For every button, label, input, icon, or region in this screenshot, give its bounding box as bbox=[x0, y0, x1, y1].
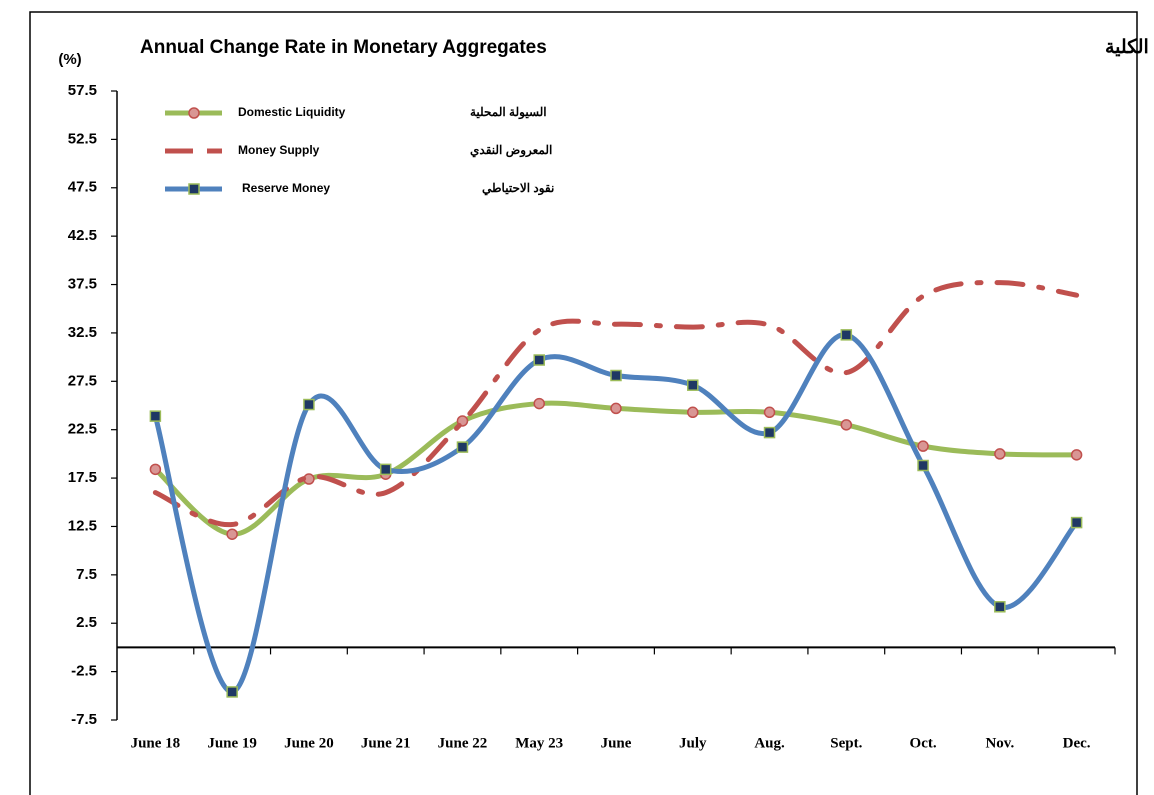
y-tick-label: 22.5 bbox=[68, 421, 97, 438]
marker bbox=[379, 463, 392, 476]
y-tick-label: 12.5 bbox=[68, 517, 97, 534]
y-tick-label: 42.5 bbox=[68, 227, 97, 244]
x-tick-label: June 19 bbox=[207, 735, 257, 751]
x-tick-label: June bbox=[601, 735, 632, 751]
y-tick-label: 32.5 bbox=[68, 324, 97, 341]
marker bbox=[994, 601, 1006, 613]
legend-marker bbox=[188, 183, 200, 195]
marker bbox=[149, 410, 162, 422]
y-tick-label: 17.5 bbox=[68, 469, 97, 486]
marker bbox=[1070, 516, 1083, 529]
marker bbox=[763, 406, 776, 419]
x-tick-label: June 20 bbox=[284, 735, 334, 751]
series-line bbox=[152, 400, 1080, 537]
x-tick-label: June 18 bbox=[131, 735, 181, 751]
legend-label: Reserve Money bbox=[242, 181, 330, 195]
series-line bbox=[152, 332, 1080, 695]
marker bbox=[226, 686, 238, 698]
marker bbox=[687, 406, 699, 419]
marker bbox=[533, 397, 545, 410]
legend-marker bbox=[188, 107, 200, 119]
marker bbox=[456, 441, 469, 453]
x-tick-label: June 21 bbox=[361, 735, 411, 751]
x-tick-label: Oct. bbox=[910, 735, 937, 751]
y-tick-label: 27.5 bbox=[68, 372, 97, 389]
x-tick-label: Nov. bbox=[985, 735, 1014, 751]
marker bbox=[917, 440, 929, 452]
y-tick-label: 57.5 bbox=[68, 82, 97, 99]
x-tick-label: June 22 bbox=[438, 735, 488, 751]
marker bbox=[763, 426, 776, 439]
y-tick-label: 2.5 bbox=[76, 614, 97, 631]
marker bbox=[303, 398, 315, 411]
x-tick-label: Dec. bbox=[1063, 735, 1091, 751]
marker bbox=[840, 329, 853, 341]
x-tick-label: July bbox=[679, 735, 707, 751]
marker bbox=[533, 354, 545, 366]
marker bbox=[994, 448, 1006, 460]
marker bbox=[226, 528, 238, 540]
marker bbox=[610, 369, 622, 382]
marker bbox=[840, 419, 853, 431]
marker bbox=[149, 463, 162, 476]
y-axis-label: (%) bbox=[58, 51, 81, 68]
y-tick-label: 37.5 bbox=[68, 276, 97, 293]
legend-label: Domestic Liquidity bbox=[238, 105, 346, 119]
x-tick-label: May 23 bbox=[515, 735, 563, 751]
marker bbox=[1070, 449, 1083, 461]
y-tick-label: 7.5 bbox=[76, 566, 97, 583]
marker bbox=[917, 459, 929, 472]
x-tick-label: Sept. bbox=[830, 735, 862, 751]
legend-label-ar: نقود الاحتياطي bbox=[482, 181, 554, 196]
marker bbox=[610, 402, 622, 415]
legend-label-ar: المعروض النقدي bbox=[470, 143, 552, 158]
legend-label: Money Supply bbox=[238, 143, 320, 157]
y-tick-label: -7.5 bbox=[71, 711, 97, 728]
chart-title-ar: معدل التغير السنوي في المتغيرات النقدية … bbox=[1105, 37, 1154, 59]
frame bbox=[29, 11, 1138, 795]
y-tick-label: 52.5 bbox=[68, 130, 97, 147]
y-tick-label: 47.5 bbox=[68, 179, 97, 196]
x-tick-label: Aug. bbox=[754, 735, 785, 751]
y-tick-label: -2.5 bbox=[71, 663, 97, 680]
legend-label-ar: السيولة المحلية bbox=[470, 105, 547, 120]
marker bbox=[687, 379, 699, 391]
chart-title: Annual Change Rate in Monetary Aggregate… bbox=[140, 37, 547, 58]
